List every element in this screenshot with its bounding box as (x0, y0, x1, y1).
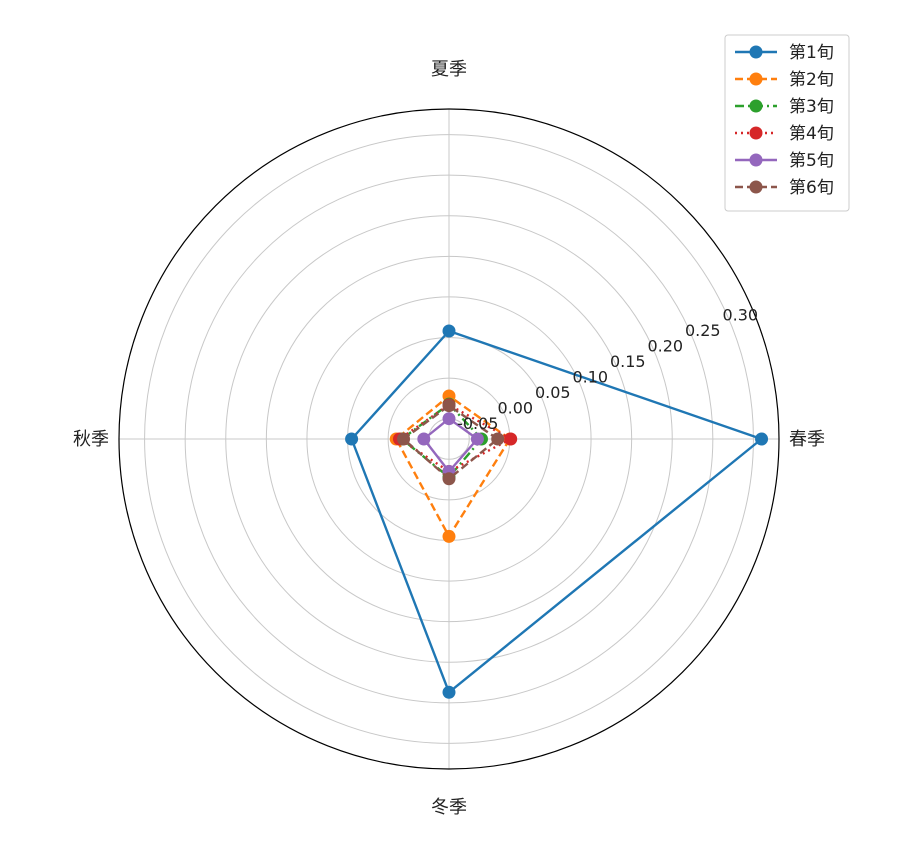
category-label: 春季 (789, 429, 825, 450)
radial-tick-label: 0.30 (722, 306, 758, 325)
radial-tick-label: 0.00 (497, 399, 533, 418)
legend-marker-5 (749, 153, 763, 167)
radial-tick-label: 0.20 (647, 337, 683, 356)
grid-layer (118, 108, 780, 770)
legend-label-4: 第4旬 (789, 124, 834, 144)
radial-tick-label: 0.25 (685, 321, 721, 340)
radial-tick-label: 0.15 (610, 352, 646, 371)
legend-marker-1 (749, 45, 763, 59)
series-1-point-3 (345, 432, 359, 446)
legend-label-6: 第6旬 (789, 178, 834, 198)
radial-tick-label: 0.05 (535, 383, 571, 402)
series-layer (345, 324, 769, 699)
series-1-point-2 (442, 324, 456, 338)
polar-frame (118, 108, 780, 770)
category-label: 冬季 (431, 797, 467, 818)
series-5-point-2 (442, 412, 456, 426)
series-6-point-3 (397, 432, 411, 446)
series-6-point-1 (491, 432, 505, 446)
series-line-2 (395, 394, 512, 538)
label-layer: -0.050.000.050.100.150.200.250.30 春季 夏季秋季冬… (73, 59, 825, 818)
series-1-point-1 (755, 432, 769, 446)
legend-label-5: 第5旬 (789, 151, 834, 171)
series-2-point-4 (442, 529, 456, 543)
series-6-point-4 (442, 472, 456, 486)
series-6-point-2 (442, 399, 456, 413)
series-1-point-4 (442, 685, 456, 699)
series-4-point-1 (504, 432, 518, 446)
legend-label-3: 第3旬 (789, 97, 834, 117)
legend-marker-4 (749, 126, 763, 140)
legend-marker-3 (749, 99, 763, 113)
legend-label-2: 第2旬 (789, 70, 834, 90)
radial-tick-label: -0.05 (457, 414, 498, 433)
legend-label-1: 第1旬 (789, 43, 834, 63)
legend-marker-6 (749, 180, 763, 194)
radial-tick-label: 0.10 (572, 368, 608, 387)
category-label: 秋季 (73, 429, 109, 450)
series-5-point-1 (470, 432, 484, 446)
series-5-point-3 (417, 432, 431, 446)
legend-marker-2 (749, 72, 763, 86)
category-label: 夏季 (431, 59, 467, 80)
